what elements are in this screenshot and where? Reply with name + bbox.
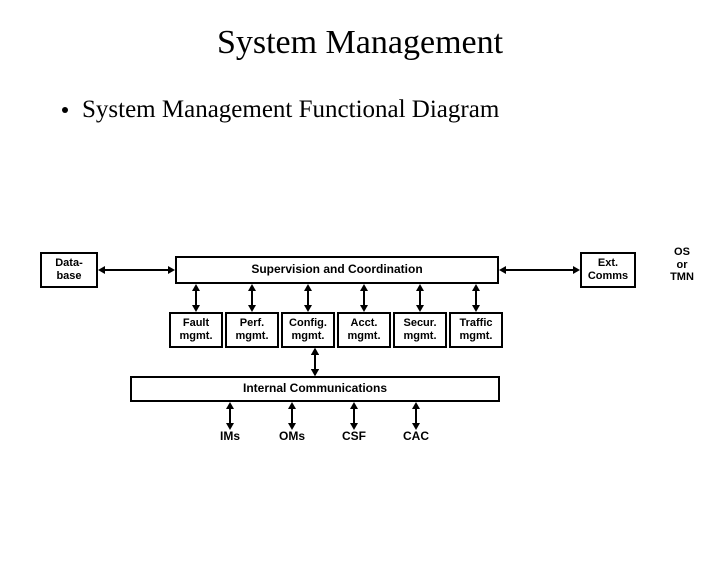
bullet-text: System Management Functional Diagram (82, 96, 499, 124)
arrowhead-icon (311, 369, 319, 376)
connector (505, 269, 574, 271)
arrowhead-icon (350, 402, 358, 409)
connector (104, 269, 169, 271)
arrowhead-icon (304, 305, 312, 312)
arrowhead-icon (416, 305, 424, 312)
arrowhead-icon (350, 423, 358, 430)
node-acct: Acct.mgmt. (337, 312, 391, 348)
node-csf: CSF (334, 430, 374, 448)
arrowhead-icon (360, 284, 368, 291)
arrowhead-icon (248, 284, 256, 291)
connector (475, 290, 477, 306)
connector (195, 290, 197, 306)
arrowhead-icon (412, 402, 420, 409)
arrowhead-icon (226, 402, 234, 409)
page-title: System Management (0, 24, 720, 62)
node-fault: Faultmgmt. (169, 312, 223, 348)
arrowhead-icon (288, 402, 296, 409)
arrowhead-icon (360, 305, 368, 312)
arrowhead-icon (304, 284, 312, 291)
connector (353, 408, 355, 424)
arrowhead-icon (311, 348, 319, 355)
node-intcomm: Internal Communications (130, 376, 500, 402)
connector (307, 290, 309, 306)
connector (229, 408, 231, 424)
node-perf: Perf.mgmt. (225, 312, 279, 348)
arrowhead-icon (472, 284, 480, 291)
connector (251, 290, 253, 306)
arrowhead-icon (472, 305, 480, 312)
node-traffic: Trafficmgmt. (449, 312, 503, 348)
arrowhead-icon (192, 284, 200, 291)
arrowhead-icon (248, 305, 256, 312)
arrowhead-icon (412, 423, 420, 430)
arrowhead-icon (499, 266, 506, 274)
arrowhead-icon (168, 266, 175, 274)
bullet-icon (62, 107, 68, 113)
arrowhead-icon (226, 423, 234, 430)
arrowhead-icon (98, 266, 105, 274)
arrowhead-icon (288, 423, 296, 430)
connector (415, 408, 417, 424)
connector (363, 290, 365, 306)
arrowhead-icon (573, 266, 580, 274)
bullet-item: System Management Functional Diagram (62, 96, 720, 124)
arrowhead-icon (192, 305, 200, 312)
node-supcoord: Supervision and Coordination (175, 256, 499, 284)
arrowhead-icon (416, 284, 424, 291)
node-secur: Secur.mgmt. (393, 312, 447, 348)
node-database: Data-base (40, 252, 98, 288)
connector (291, 408, 293, 424)
node-ims: IMs (210, 430, 250, 448)
connector (419, 290, 421, 306)
connector (314, 354, 316, 370)
node-oms: OMs (272, 430, 312, 448)
node-extcomms: Ext.Comms (580, 252, 636, 288)
node-os_tmn: OSorTMN (660, 246, 704, 294)
node-config: Config.mgmt. (281, 312, 335, 348)
functional-diagram: Data-base Supervision and Coordination Ext… (0, 234, 720, 494)
node-cac: CAC (396, 430, 436, 448)
